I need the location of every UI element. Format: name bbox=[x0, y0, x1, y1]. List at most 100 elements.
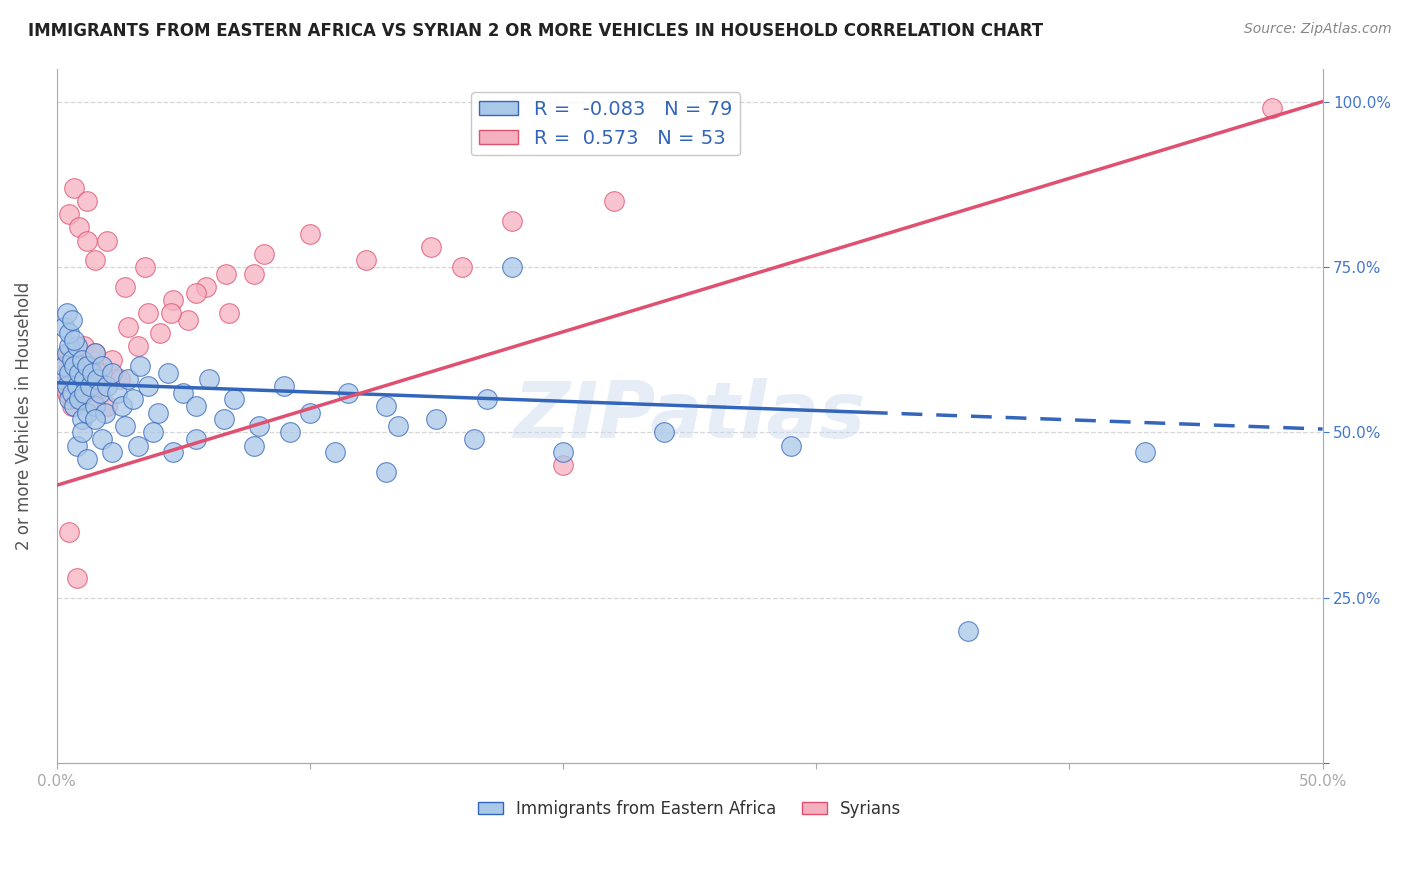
Point bbox=[66, 379, 89, 393]
Point bbox=[73, 372, 96, 386]
Point bbox=[60, 399, 83, 413]
Point bbox=[67, 220, 90, 235]
Point bbox=[51, 379, 73, 393]
Point bbox=[67, 366, 90, 380]
Point bbox=[76, 451, 98, 466]
Point bbox=[184, 432, 207, 446]
Point bbox=[51, 372, 73, 386]
Point bbox=[243, 439, 266, 453]
Point bbox=[86, 372, 108, 386]
Point bbox=[195, 280, 218, 294]
Point bbox=[114, 280, 136, 294]
Point bbox=[156, 366, 179, 380]
Point bbox=[86, 379, 108, 393]
Point bbox=[136, 306, 159, 320]
Point bbox=[93, 405, 115, 419]
Point bbox=[501, 260, 523, 274]
Point bbox=[76, 359, 98, 374]
Point bbox=[129, 359, 152, 374]
Point bbox=[101, 366, 124, 380]
Point bbox=[70, 425, 93, 440]
Point bbox=[58, 366, 80, 380]
Point bbox=[53, 359, 76, 374]
Point bbox=[70, 352, 93, 367]
Point bbox=[218, 306, 240, 320]
Point bbox=[55, 346, 77, 360]
Point bbox=[83, 346, 105, 360]
Point bbox=[58, 346, 80, 360]
Point bbox=[63, 180, 86, 194]
Point bbox=[374, 465, 396, 479]
Point bbox=[79, 359, 101, 374]
Point bbox=[243, 267, 266, 281]
Point bbox=[96, 399, 118, 413]
Point bbox=[58, 524, 80, 539]
Point bbox=[83, 412, 105, 426]
Point bbox=[1261, 101, 1284, 115]
Point bbox=[79, 379, 101, 393]
Point bbox=[374, 399, 396, 413]
Point bbox=[114, 418, 136, 433]
Point bbox=[420, 240, 443, 254]
Point bbox=[149, 326, 172, 340]
Point bbox=[146, 405, 169, 419]
Point bbox=[91, 432, 114, 446]
Point bbox=[96, 379, 118, 393]
Point bbox=[336, 385, 359, 400]
Point bbox=[134, 260, 156, 274]
Point bbox=[136, 379, 159, 393]
Point bbox=[70, 385, 93, 400]
Point bbox=[162, 293, 184, 307]
Point bbox=[58, 392, 80, 407]
Point bbox=[89, 385, 111, 400]
Point bbox=[197, 372, 219, 386]
Text: IMMIGRANTS FROM EASTERN AFRICA VS SYRIAN 2 OR MORE VEHICLES IN HOUSEHOLD CORRELA: IMMIGRANTS FROM EASTERN AFRICA VS SYRIAN… bbox=[28, 22, 1043, 40]
Point bbox=[184, 399, 207, 413]
Legend: Immigrants from Eastern Africa, Syrians: Immigrants from Eastern Africa, Syrians bbox=[471, 793, 908, 824]
Point bbox=[551, 445, 574, 459]
Point bbox=[253, 246, 276, 260]
Point bbox=[67, 366, 90, 380]
Point bbox=[55, 306, 77, 320]
Point bbox=[76, 372, 98, 386]
Point bbox=[425, 412, 447, 426]
Point bbox=[63, 399, 86, 413]
Point bbox=[105, 385, 128, 400]
Point bbox=[96, 234, 118, 248]
Point bbox=[117, 319, 139, 334]
Point bbox=[159, 306, 181, 320]
Point bbox=[58, 372, 80, 386]
Point bbox=[80, 366, 103, 380]
Text: Source: ZipAtlas.com: Source: ZipAtlas.com bbox=[1244, 22, 1392, 37]
Point bbox=[73, 339, 96, 353]
Point bbox=[957, 624, 980, 638]
Point bbox=[184, 286, 207, 301]
Point bbox=[323, 445, 346, 459]
Point bbox=[70, 412, 93, 426]
Point bbox=[66, 339, 89, 353]
Point bbox=[387, 418, 409, 433]
Point bbox=[60, 313, 83, 327]
Point bbox=[108, 372, 131, 386]
Point bbox=[501, 213, 523, 227]
Point bbox=[63, 359, 86, 374]
Point bbox=[83, 399, 105, 413]
Point bbox=[63, 333, 86, 347]
Point bbox=[1135, 445, 1157, 459]
Point bbox=[127, 439, 149, 453]
Point bbox=[142, 425, 165, 440]
Point bbox=[73, 385, 96, 400]
Text: ZIPatlas: ZIPatlas bbox=[513, 378, 866, 454]
Point bbox=[602, 194, 624, 208]
Point bbox=[101, 352, 124, 367]
Point bbox=[177, 313, 200, 327]
Point bbox=[66, 392, 89, 407]
Point bbox=[450, 260, 472, 274]
Point bbox=[58, 326, 80, 340]
Point bbox=[212, 412, 235, 426]
Point bbox=[475, 392, 498, 407]
Point bbox=[127, 339, 149, 353]
Point bbox=[60, 352, 83, 367]
Point bbox=[162, 445, 184, 459]
Point bbox=[551, 458, 574, 473]
